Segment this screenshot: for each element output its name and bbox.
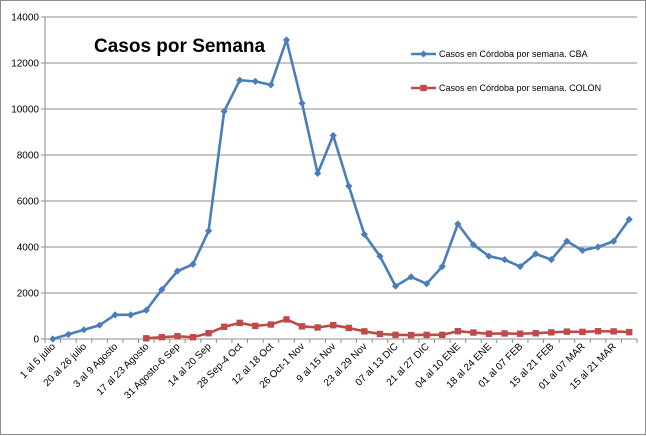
- data-point: [360, 230, 368, 238]
- data-point: [204, 227, 213, 235]
- legend-marker: [419, 50, 428, 58]
- data-point: [267, 81, 275, 89]
- axes: [41, 16, 638, 343]
- data-point: [330, 322, 337, 329]
- data-point: [189, 260, 197, 268]
- data-point: [158, 333, 166, 341]
- data-point: [548, 329, 555, 336]
- y-tick-label: 2000: [17, 289, 40, 300]
- data-point: [563, 237, 571, 245]
- data-point: [345, 324, 352, 332]
- data-point: [532, 330, 539, 337]
- data-point: [438, 262, 446, 271]
- data-point: [252, 322, 259, 330]
- series: [49, 36, 633, 343]
- y-tick-label: 12000: [11, 59, 39, 70]
- data-point: [189, 333, 197, 341]
- data-point: [220, 323, 228, 331]
- data-point: [205, 330, 212, 337]
- y-tick-label: 14000: [11, 13, 39, 24]
- y-tick-label: 0: [33, 335, 39, 346]
- data-point: [236, 319, 243, 327]
- gridlines: [45, 16, 637, 294]
- data-point: [392, 331, 399, 339]
- data-point: [95, 321, 104, 329]
- data-point: [407, 331, 415, 339]
- data-point: [532, 250, 540, 258]
- data-point: [282, 36, 291, 44]
- data-point: [158, 285, 166, 294]
- data-point: [485, 252, 493, 260]
- data-point: [579, 328, 586, 336]
- chart-title: Casos por Semana: [94, 36, 265, 57]
- data-point: [267, 321, 275, 328]
- data-point: [610, 237, 618, 245]
- legend-marker: [420, 84, 427, 92]
- y-tick-label: 10000: [11, 105, 39, 116]
- data-point: [283, 316, 290, 323]
- data-point: [111, 311, 119, 319]
- data-point: [439, 331, 446, 339]
- data-point: [298, 323, 306, 330]
- data-point: [563, 328, 571, 335]
- data-point: [391, 282, 400, 290]
- data-point: [142, 306, 150, 314]
- data-point: [516, 262, 524, 271]
- data-point: [298, 99, 306, 107]
- data-point: [80, 326, 88, 334]
- data-point: [454, 220, 462, 228]
- data-point: [329, 131, 337, 140]
- series-line: [146, 318, 630, 340]
- data-point: [423, 331, 430, 339]
- data-point: [501, 330, 508, 337]
- data-point: [407, 273, 415, 281]
- data-point: [251, 77, 259, 85]
- data-point: [454, 327, 462, 335]
- series-line: [52, 38, 631, 341]
- y-tick-label: 4000: [17, 243, 40, 254]
- data-point: [49, 335, 57, 343]
- y-axis-tick-labels: 0 2000 4000 6000 8000 10000 12000 14000: [11, 13, 39, 346]
- data-point: [500, 256, 509, 264]
- series-2: [143, 316, 633, 342]
- x-tick-label: 31 Agosto-6 Sep: [122, 341, 182, 401]
- data-point: [127, 311, 135, 319]
- data-point: [470, 329, 477, 336]
- data-point: [345, 182, 353, 190]
- data-point: [610, 328, 617, 335]
- data-point: [594, 243, 602, 251]
- legend: Casos en Córdoba por semana. CBA Casos en…: [411, 49, 601, 93]
- data-point: [376, 330, 384, 338]
- y-tick-label: 8000: [17, 151, 40, 162]
- data-point: [314, 324, 321, 331]
- data-point: [516, 330, 524, 337]
- data-point: [423, 280, 431, 288]
- legend-label: Casos en Córdoba por semana. CBA: [439, 49, 588, 59]
- data-point: [64, 330, 72, 338]
- data-point: [625, 215, 633, 223]
- data-point: [626, 328, 633, 336]
- data-point: [236, 76, 244, 84]
- data-point: [143, 335, 150, 342]
- data-point: [594, 327, 602, 335]
- data-point: [361, 328, 368, 335]
- data-point: [469, 241, 478, 249]
- data-point: [220, 107, 228, 115]
- data-point: [174, 333, 181, 340]
- data-point: [547, 256, 555, 264]
- data-point: [485, 330, 493, 337]
- y-tick-label: 6000: [17, 197, 40, 208]
- data-point: [578, 246, 587, 255]
- data-point: [314, 169, 322, 177]
- series-1: [49, 36, 633, 343]
- data-point: [376, 252, 384, 260]
- data-point: [173, 267, 182, 275]
- legend-label: Casos en Córdoba por semana. COLON: [439, 83, 601, 93]
